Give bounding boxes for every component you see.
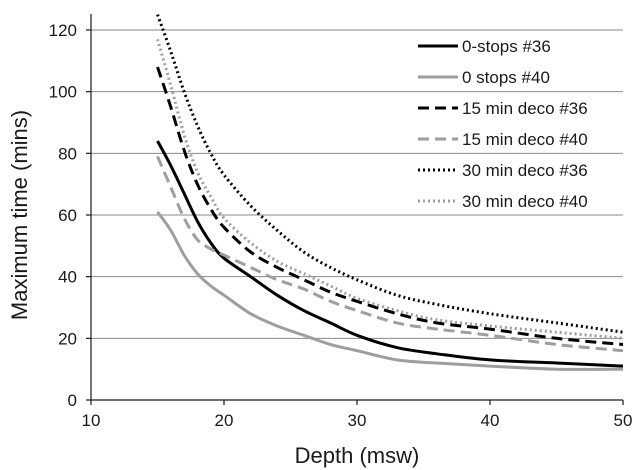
- legend-label-0-stops-40: 0 stops #40: [462, 68, 550, 87]
- x-tick-label-50: 50: [614, 411, 633, 430]
- series-line-0-stops-36: [156, 140, 624, 368]
- series-lines: [156, 14, 624, 371]
- x-tick-label-20: 20: [215, 411, 234, 430]
- series-line-0-stops-40: [156, 211, 624, 371]
- gridlines: [91, 29, 623, 339]
- x-tick-label-40: 40: [481, 411, 500, 430]
- y-tick-label-40: 40: [58, 268, 77, 287]
- y-tick-label-120: 120: [49, 21, 77, 40]
- series-line-30-min-deco-36: [156, 14, 624, 334]
- legend-label-30-min-deco-36: 30 min deco #36: [462, 161, 588, 180]
- series-line-15-min-deco-36: [156, 66, 624, 346]
- legend-label-30-min-deco-40: 30 min deco #40: [462, 192, 588, 211]
- axes: 0 20 40 60 80 100 120 10 20 30 40 50: [49, 14, 633, 430]
- legend-label-0-stops-36: 0-stops #36: [462, 37, 551, 56]
- y-axis-title: Maximum time (mins): [7, 110, 32, 320]
- x-axis-title: Depth (msw): [295, 443, 420, 468]
- x-tick-label-10: 10: [82, 411, 101, 430]
- x-tick-label-30: 30: [348, 411, 367, 430]
- legend: 0-stops #36 0 stops #40 15 min deco #36 15 …: [418, 37, 588, 211]
- legend-label-15-min-deco-36: 15 min deco #36: [462, 99, 588, 118]
- y-tick-label-20: 20: [58, 329, 77, 348]
- y-tick-label-0: 0: [68, 391, 77, 410]
- series-line-30-min-deco-40: [156, 38, 624, 340]
- legend-label-15-min-deco-40: 15 min deco #40: [462, 130, 588, 149]
- y-tick-label-100: 100: [49, 83, 77, 102]
- y-tick-label-60: 60: [58, 206, 77, 225]
- y-tick-label-80: 80: [58, 144, 77, 163]
